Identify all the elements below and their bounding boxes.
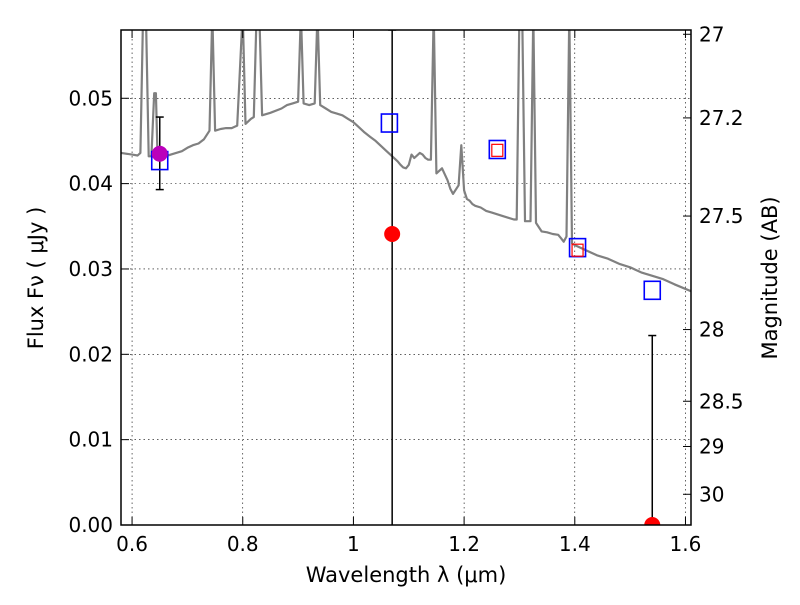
- detection-marker: [384, 225, 401, 242]
- y2-tick-label: 27: [699, 22, 724, 46]
- y-axis-label: Flux Fν ( μJy ): [24, 207, 48, 350]
- detection-marker: [644, 517, 661, 525]
- plot-frame: [120, 29, 692, 526]
- y2-tick-label: 30: [699, 482, 724, 506]
- x-tick-label: 1.6: [670, 532, 702, 556]
- model-photometry-square: [488, 139, 507, 160]
- y2-tick-label: 27.5: [699, 204, 744, 228]
- y-tick-label: 0.02: [68, 342, 113, 366]
- y2-tick-label: 27.2: [699, 106, 744, 130]
- x-tick-label: 1.4: [559, 532, 591, 556]
- y2-tick-label: 28.5: [699, 389, 744, 413]
- x-tick-label: 1.2: [448, 532, 480, 556]
- x-tick-label: 0.6: [116, 532, 148, 556]
- x-axis-label: Wavelength λ (μm): [306, 563, 507, 587]
- grid-layer: [121, 30, 691, 526]
- model-photometry-square: [380, 113, 399, 133]
- y-tick-label: 0.04: [68, 172, 113, 196]
- y-tick-label: 0.01: [68, 428, 113, 452]
- y2-tick-label: 28: [699, 318, 724, 342]
- observed-photometry-square: [491, 143, 504, 157]
- model-photometry-square: [643, 280, 662, 301]
- y2-axis-label: Magnitude (AB): [758, 196, 782, 359]
- y-tick-label: 0.03: [68, 257, 113, 281]
- detection-marker: [151, 145, 168, 162]
- ticks-layer: 0.6 0.8 1 1.2 1.4 1.6 0.00 0.01 0.02 0.03 0.04 0.05…: [68, 22, 743, 556]
- x-tick-label: 1: [347, 532, 360, 556]
- series-layer: [121, 30, 691, 525]
- model-spectrum-line: [121, 30, 691, 293]
- observed-photometry-square: [571, 243, 584, 257]
- x-tick-label: 0.8: [227, 532, 259, 556]
- y2-tick-label: 29: [699, 434, 724, 458]
- y-tick-label: 0.05: [68, 86, 113, 110]
- y-tick-label: 0.00: [68, 513, 113, 537]
